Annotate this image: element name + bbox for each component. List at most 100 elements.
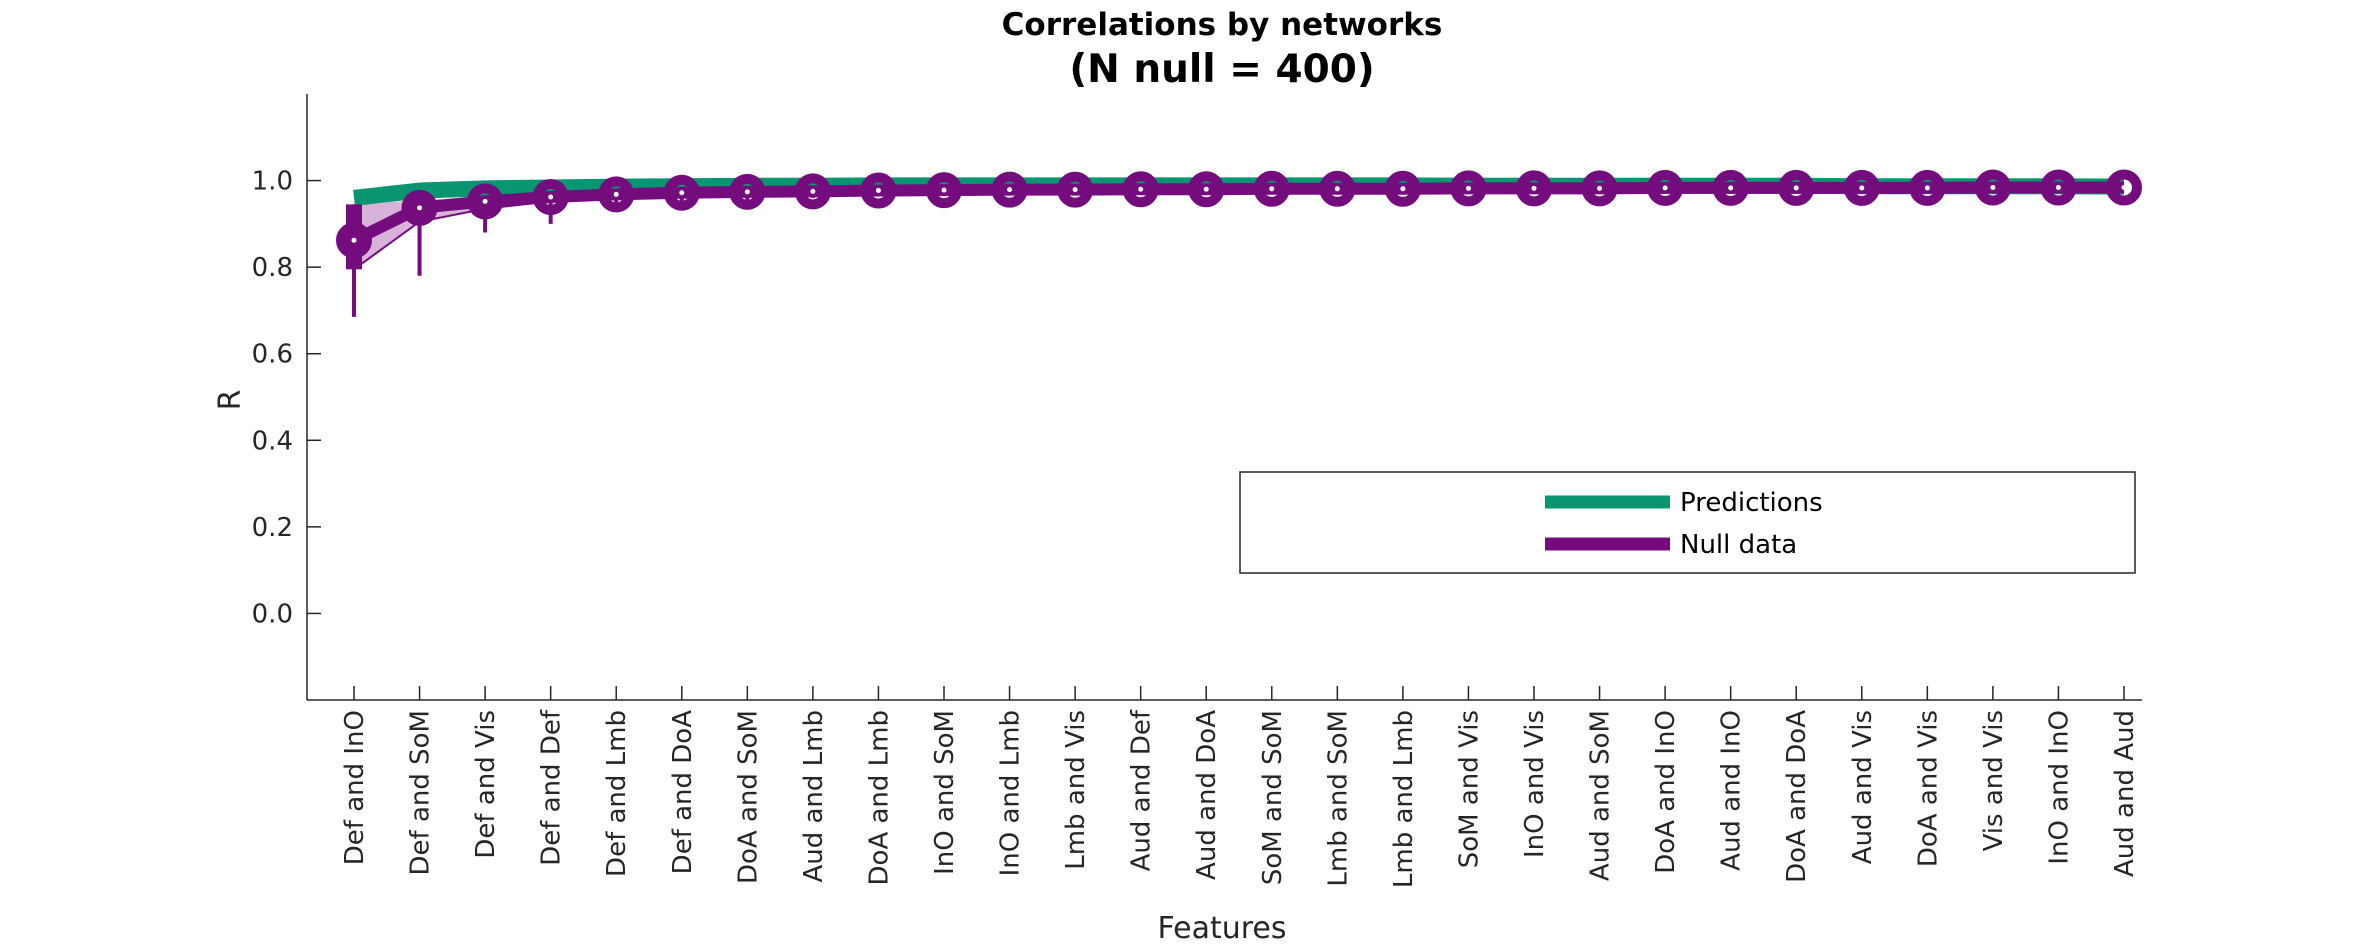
null-data-point-center	[613, 191, 619, 197]
null-data-point	[1843, 169, 1880, 206]
null-data-point-center	[1334, 186, 1340, 192]
x-tick-label: InO and Vis	[1520, 710, 1550, 858]
x-tick-label: Def and SoM	[406, 710, 436, 875]
null-data-point-center	[875, 188, 881, 194]
x-tick-label: Def and Lmb	[602, 710, 632, 877]
null-data-point	[1384, 170, 1421, 207]
null-data-point-center	[1138, 186, 1144, 192]
x-tick-label: Def and Vis	[471, 710, 501, 859]
null-data-point	[401, 189, 438, 226]
null-data-point	[663, 174, 700, 211]
null-data-point-center	[351, 237, 357, 243]
null-data-point	[1581, 170, 1618, 207]
null-data-point	[1122, 171, 1159, 208]
null-data-point	[926, 172, 962, 209]
x-tick-label: Lmb and SoM	[1323, 710, 1353, 887]
x-tick-label: Lmb and Vis	[1061, 710, 1091, 870]
x-tick-label: Aud and Def	[1127, 709, 1157, 871]
legend-predictions-label: Predictions	[1680, 488, 1823, 518]
null-data-point	[1516, 170, 1552, 207]
y-tick-label: 1.0	[252, 167, 293, 197]
null-data-point-center	[810, 188, 816, 194]
legend-box	[1239, 471, 2136, 574]
legend: Predictions Null data	[1239, 471, 2136, 574]
x-tick-label: Vis and Vis	[1979, 710, 2009, 851]
null-data-point	[1450, 170, 1487, 207]
null-data-point	[467, 183, 504, 220]
y-tick-label: 0.0	[252, 599, 293, 629]
null-data-point	[1778, 169, 1815, 206]
y-axis: 0.0 0.2 0.4 0.6 0.8 1.0	[252, 94, 321, 700]
null-data-point-center	[2055, 184, 2061, 190]
x-axis: Def and InO Def and SoM Def and Vis Def and…	[307, 686, 2142, 888]
null-data-point-center	[417, 205, 423, 211]
legend-null-data-label: Null data	[1680, 530, 1797, 560]
x-tick-label: Def and InO	[340, 710, 370, 865]
y-tick-label: 0.2	[252, 513, 293, 543]
null-data-point-center	[679, 190, 685, 196]
null-data-point	[1188, 171, 1225, 208]
series-line-null-data	[351, 181, 2124, 246]
null-data-point	[1253, 170, 1290, 207]
null-data-point-center	[941, 187, 947, 193]
null-data-point	[1057, 171, 1094, 208]
null-data-point	[860, 172, 897, 209]
null-data-point-center	[1203, 186, 1209, 192]
y-axis-label: R	[213, 390, 248, 411]
null-data-point	[1712, 169, 1749, 206]
x-tick-label: Aud and Vis	[1848, 710, 1878, 864]
null-data-point	[598, 176, 635, 213]
chart-subtitle: (N null = 400)	[1069, 47, 1374, 92]
x-tick-label: DoA and Lmb	[864, 710, 894, 885]
null-data-point-center	[482, 198, 488, 204]
null-data-point	[729, 173, 766, 210]
null-data-point-center	[548, 194, 554, 200]
null-data-point	[532, 179, 569, 216]
null-data-point	[1974, 169, 2011, 206]
y-tick-label: 0.4	[252, 426, 293, 456]
plot-area	[336, 169, 2142, 317]
x-tick-label: DoA and InO	[1651, 710, 1681, 874]
x-tick-label: SoM and SoM	[1258, 710, 1288, 885]
x-tick-label: Lmb and Lmb	[1389, 710, 1419, 888]
null-data-point	[1319, 170, 1356, 207]
x-tick-label: Aud and Lmb	[799, 710, 829, 883]
x-tick-label: Aud and SoM	[1586, 710, 1616, 881]
x-tick-label: Def and DoA	[668, 710, 698, 875]
x-tick-label: Aud and Aud	[2110, 710, 2140, 877]
y-tick-label: 0.8	[252, 253, 293, 283]
null-data-point	[2040, 169, 2077, 206]
null-data-point	[2106, 169, 2142, 206]
chart-title: Correlations by networks	[1002, 7, 1443, 43]
null-data-point-center	[1465, 185, 1471, 191]
x-tick-label: InO and SoM	[930, 710, 960, 875]
null-data-point-center	[1531, 185, 1537, 191]
x-tick-label: DoA and Vis	[1913, 710, 1943, 867]
null-data-point-center	[1662, 185, 1668, 191]
x-tick-label: InO and InO	[2044, 710, 2074, 865]
null-data-point-center	[744, 189, 750, 195]
null-data-point-center	[1007, 187, 1013, 193]
x-tick-label: InO and Lmb	[996, 710, 1026, 876]
x-tick-label: Aud and DoA	[1192, 710, 1222, 880]
y-tick-label: 0.6	[252, 340, 293, 370]
null-data-point-center	[1859, 185, 1865, 191]
null-data-point-center	[1400, 186, 1406, 192]
null-data-point-center	[1728, 185, 1734, 191]
null-data-point-center	[1072, 187, 1078, 193]
x-tick-label: SoM and Vis	[1454, 710, 1484, 868]
x-tick-label: DoA and SoM	[733, 710, 763, 884]
null-data-point	[336, 222, 372, 259]
x-axis-label: Features	[1158, 911, 1287, 945]
null-data-point	[794, 173, 831, 210]
x-tick-label: Def and Def	[537, 709, 567, 866]
null-data-point	[991, 171, 1028, 208]
null-data-point-center	[1269, 186, 1275, 192]
null-data-point-center	[1924, 185, 1930, 191]
null-data-point-center	[2121, 184, 2127, 190]
x-tick-label: DoA and DoA	[1782, 710, 1812, 883]
null-data-point	[1909, 169, 1946, 206]
null-data-point	[1647, 169, 1684, 206]
null-data-point-center	[1597, 185, 1603, 191]
